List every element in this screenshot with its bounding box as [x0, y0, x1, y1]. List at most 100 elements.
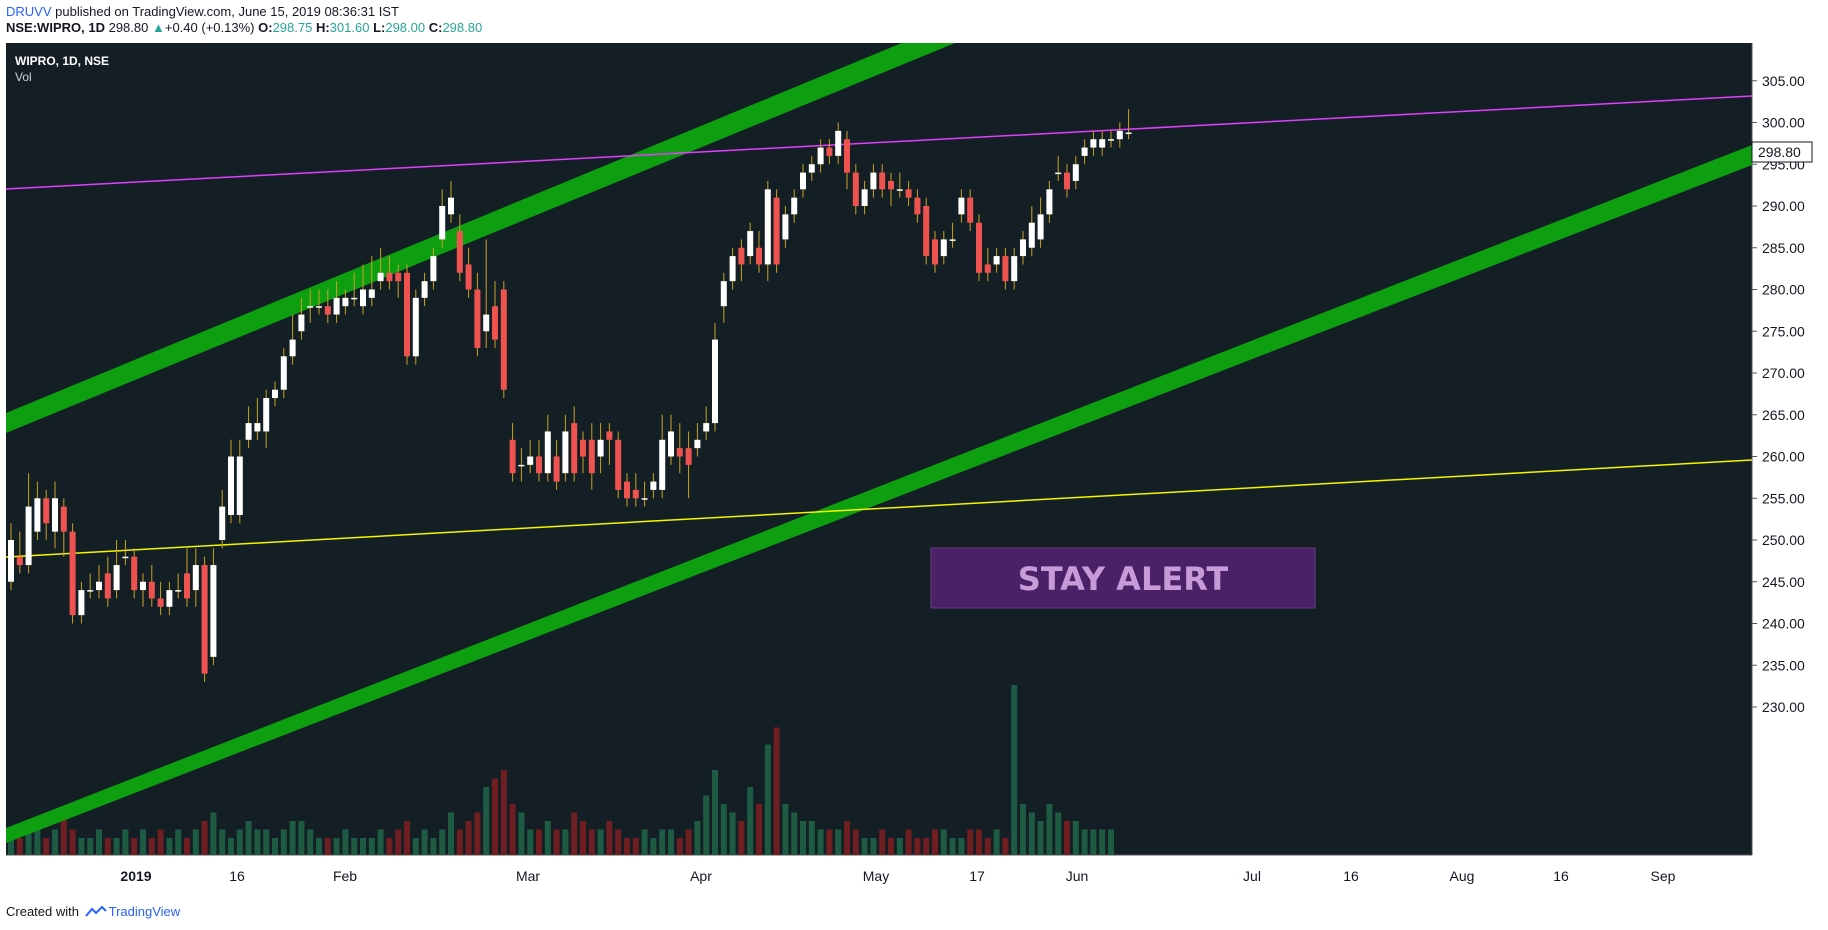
low-label: L:	[373, 20, 386, 35]
volume-bar	[430, 838, 437, 855]
candle-body	[993, 256, 1000, 265]
volume-bar	[210, 812, 217, 855]
volume-bar	[157, 829, 164, 855]
author-link[interactable]: DRUVV	[6, 4, 52, 19]
tradingview-link[interactable]: TradingView	[108, 904, 181, 919]
volume-bar	[888, 838, 894, 855]
volume-bar	[800, 821, 806, 855]
volume-bar	[386, 838, 393, 855]
volume-bar	[668, 829, 674, 855]
y-tick-label: 240.00	[1762, 616, 1805, 632]
volume-bar	[333, 838, 340, 855]
price-axis[interactable]	[1752, 43, 1828, 855]
volume-bar	[588, 829, 595, 855]
volume-bar	[764, 744, 771, 855]
candle-body	[615, 439, 622, 490]
volume-bar	[993, 829, 1000, 855]
volume-bar	[1090, 829, 1097, 855]
volume-bar	[1081, 829, 1088, 855]
candle-body	[307, 306, 314, 308]
volume-bar	[483, 787, 490, 855]
y-tick-label: 230.00	[1762, 699, 1805, 715]
x-tick-label: Aug	[1450, 868, 1475, 884]
candle-body	[1020, 239, 1026, 257]
volume-bar	[1108, 829, 1114, 855]
volume-bar	[254, 829, 261, 855]
candle-body	[659, 439, 666, 490]
volume-bar	[307, 829, 314, 855]
candle-body	[492, 306, 498, 340]
open-label: O:	[258, 20, 273, 35]
volume-bar	[78, 838, 85, 855]
candle-body	[60, 506, 67, 532]
volume-bar	[1046, 804, 1053, 855]
candle-body	[254, 423, 261, 432]
price-chart[interactable]: 230.00 235.00 240.00 245.00 250.00 255.00 260.…	[0, 43, 1828, 893]
candle-body	[967, 197, 974, 223]
volume-bar	[1037, 821, 1044, 855]
candle-body	[395, 272, 402, 282]
candle-body	[148, 581, 155, 599]
candle-body	[852, 172, 859, 206]
legend-volume: Vol	[15, 70, 32, 84]
publish-header: DRUVV published on TradingView.com, June…	[6, 4, 399, 20]
volume-bar	[826, 829, 833, 855]
volume-bar	[923, 838, 930, 855]
volume-bar	[148, 838, 155, 855]
volume-bar	[703, 795, 710, 855]
volume-bar	[1002, 838, 1009, 855]
volume-bar	[606, 821, 613, 855]
candle-body	[228, 456, 234, 515]
volume-bar	[544, 821, 551, 855]
x-tick-label: Mar	[516, 868, 540, 884]
volume-bar	[465, 821, 472, 855]
candle-body	[703, 423, 710, 432]
volume-bar	[16, 838, 23, 855]
ohlc-bar: NSE:WIPRO, 1D 298.80 ▲+0.40 (+0.13%) O:2…	[6, 20, 482, 36]
volume-bar	[104, 838, 111, 855]
close-value: 298.80	[442, 20, 483, 35]
volume-bar	[1072, 821, 1079, 855]
volume-bar	[527, 829, 534, 855]
candle-body	[958, 197, 965, 215]
candle-body	[808, 164, 815, 173]
candle-body	[668, 431, 674, 457]
candle-body	[69, 531, 76, 616]
candle-body	[483, 314, 490, 332]
volume-bar	[324, 838, 331, 855]
volume-bar	[263, 829, 270, 855]
y-tick-label: 250.00	[1762, 532, 1805, 548]
candle-body	[1108, 139, 1114, 141]
high-value: 301.60	[329, 20, 370, 35]
candle-body	[544, 431, 551, 474]
volume-bar	[377, 829, 384, 855]
candle-body	[439, 206, 446, 240]
candle-body	[404, 272, 410, 357]
candle-body	[571, 423, 578, 474]
volume-bar	[958, 838, 965, 855]
candle-body	[844, 139, 850, 173]
volume-bar	[439, 829, 446, 855]
volume-bar	[685, 829, 692, 855]
legend-title: WIPRO, 1D, NSE	[15, 54, 109, 68]
last-price: 298.80	[108, 20, 149, 35]
candle-body	[1046, 189, 1053, 215]
up-arrow-icon: ▲	[151, 20, 165, 35]
volume-bar	[896, 838, 903, 855]
volume-bar	[368, 838, 375, 855]
upper-channel-band	[6, 43, 955, 433]
candle-body	[166, 590, 173, 607]
volume-bar	[835, 829, 842, 855]
symbol-label: NSE:WIPRO, 1D	[6, 20, 105, 35]
stay-alert-text: STAY ALERT	[1018, 560, 1229, 598]
legend: WIPRO, 1D, NSE Vol	[15, 54, 109, 84]
candle-body	[430, 256, 437, 282]
volume-bar	[940, 829, 947, 855]
candle-body	[756, 247, 762, 265]
x-tick-label: 16	[1553, 868, 1569, 884]
stay-alert-box[interactable]: STAY ALERT	[930, 547, 1316, 609]
volume-bar	[1011, 685, 1018, 855]
volume-series	[8, 685, 1114, 855]
candle-body	[509, 439, 516, 474]
candle-body	[474, 289, 481, 348]
